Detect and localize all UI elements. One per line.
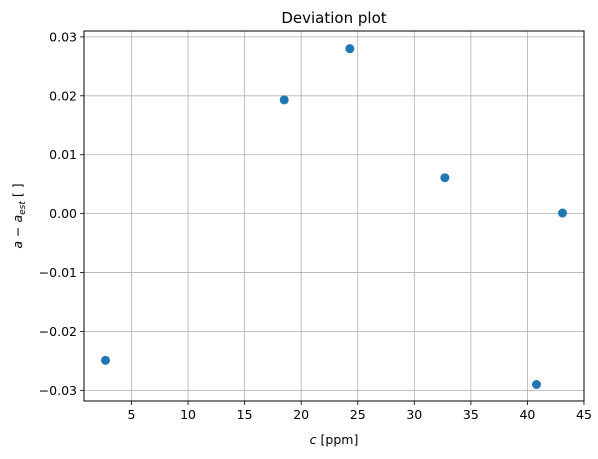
data-point — [345, 44, 355, 54]
x-axis-label-var: c — [310, 432, 317, 447]
x-tick-label: 30 — [406, 407, 422, 422]
y-tick-label: −0.01 — [39, 265, 77, 280]
y-axis-label: a − aest [ ] — [10, 183, 28, 248]
y-tick-label: −0.03 — [39, 383, 77, 398]
y-tick-label: 0.01 — [49, 147, 77, 162]
plot-frame — [83, 30, 585, 402]
x-tick-label: 45 — [576, 407, 592, 422]
y-tick-label: −0.02 — [39, 324, 77, 339]
data-point — [531, 380, 541, 390]
chart-title: Deviation plot — [281, 9, 386, 27]
y-axis-label-subscript: est — [18, 201, 28, 215]
data-point — [279, 95, 289, 105]
y-axis-label-unit: [ ] — [10, 183, 25, 201]
x-tick-label: 35 — [463, 407, 479, 422]
y-tick-label: 0.03 — [49, 29, 77, 44]
x-tick-label: 40 — [519, 407, 535, 422]
x-tick-label: 5 — [128, 407, 136, 422]
x-tick-label: 15 — [237, 407, 253, 422]
y-axis-label-base: a − a — [10, 215, 25, 249]
x-axis-label: c [ppm] — [310, 432, 359, 447]
x-axis-label-unit: [ppm] — [317, 432, 359, 447]
y-axis-ticks: −0.03 −0.02 −0.01 0.00 0.01 0.02 0.03 — [39, 29, 84, 398]
data-point — [440, 173, 450, 183]
y-tick-label: 0.00 — [49, 206, 77, 221]
x-axis-ticks: 5 10 15 20 25 30 35 40 45 — [128, 401, 592, 422]
data-point — [100, 355, 110, 365]
y-tick-label: 0.02 — [49, 88, 77, 103]
x-tick-label: 10 — [180, 407, 196, 422]
x-tick-label: 20 — [293, 407, 309, 422]
data-point — [558, 208, 568, 218]
data-points — [100, 44, 568, 390]
x-tick-label: 25 — [350, 407, 366, 422]
